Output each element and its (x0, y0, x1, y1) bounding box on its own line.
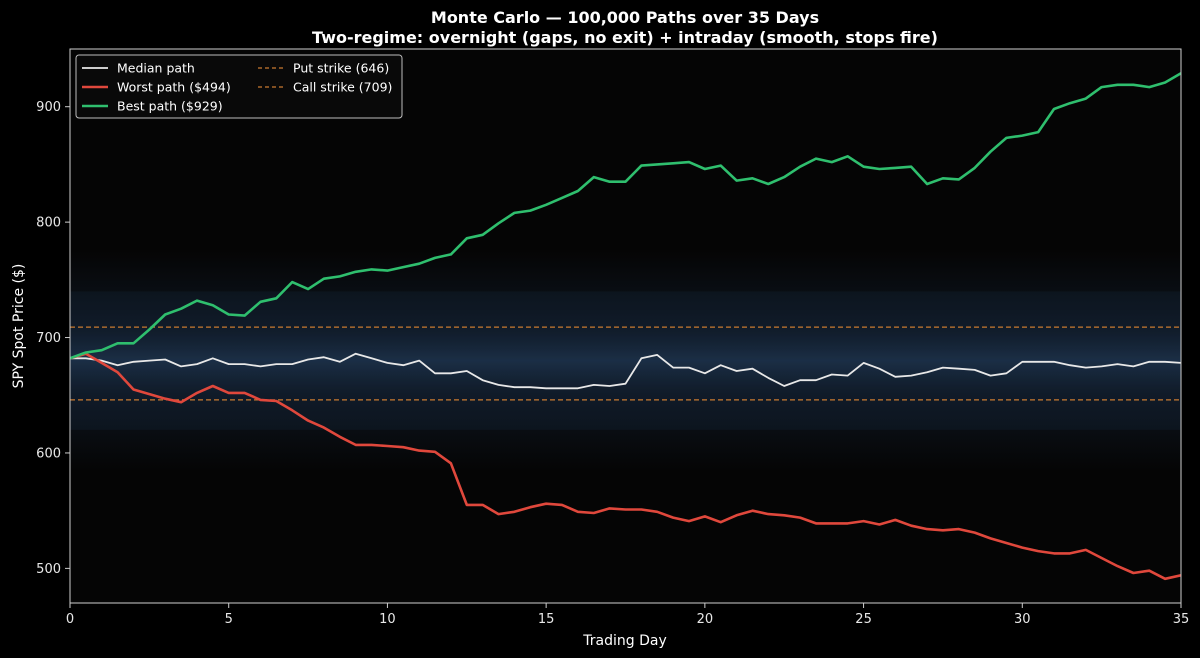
x-tick-label: 10 (379, 612, 396, 627)
x-tick-label: 5 (225, 612, 233, 627)
legend-label: Median path (117, 61, 195, 76)
x-axis: 0 5 10 15 20 25 30 35 (66, 603, 1189, 627)
x-tick-label: 0 (66, 612, 74, 627)
series-line-2 (70, 72, 1181, 360)
y-tick-label: 900 (36, 100, 61, 115)
series-line-0 (70, 352, 1181, 390)
plot-frame (69, 48, 1182, 604)
chart-title: Monte Carlo — 100,000 Paths over 35 Days (431, 8, 819, 27)
simulation-paths-band (70, 250, 1181, 471)
paths-band-inner (70, 291, 1181, 430)
x-tick-label: 30 (1014, 612, 1031, 627)
x-tick-label: 35 (1173, 612, 1190, 627)
legend-box (75, 54, 403, 119)
legend-label: Best path ($929) (117, 99, 223, 114)
x-tick-label: 15 (538, 612, 555, 627)
y-tick-label: 800 (36, 216, 61, 231)
x-tick-label: 25 (855, 612, 872, 627)
y-tick-label: 500 (36, 562, 61, 577)
legend: Median path Worst path ($494) Best path ($… (75, 54, 403, 119)
y-tick-label: 700 (36, 331, 61, 346)
legend-label: Worst path ($494) (117, 80, 231, 95)
chart-subtitle: Two-regime: overnight (gaps, no exit) + … (312, 28, 938, 47)
y-tick-label: 600 (36, 446, 61, 461)
x-tick-label: 20 (697, 612, 714, 627)
legend-label: Put strike (646) (293, 61, 389, 76)
x-axis-label: Trading Day (582, 633, 666, 649)
series-lines (70, 72, 1181, 581)
y-axis: 500 600 700 800 900 (36, 100, 70, 577)
series-line-1 (70, 352, 1181, 581)
legend-label: Call strike (709) (293, 80, 392, 95)
y-axis-label: SPY Spot Price ($) (11, 264, 27, 389)
paths-band-outer (70, 250, 1181, 471)
strike-lines (70, 326, 1181, 401)
